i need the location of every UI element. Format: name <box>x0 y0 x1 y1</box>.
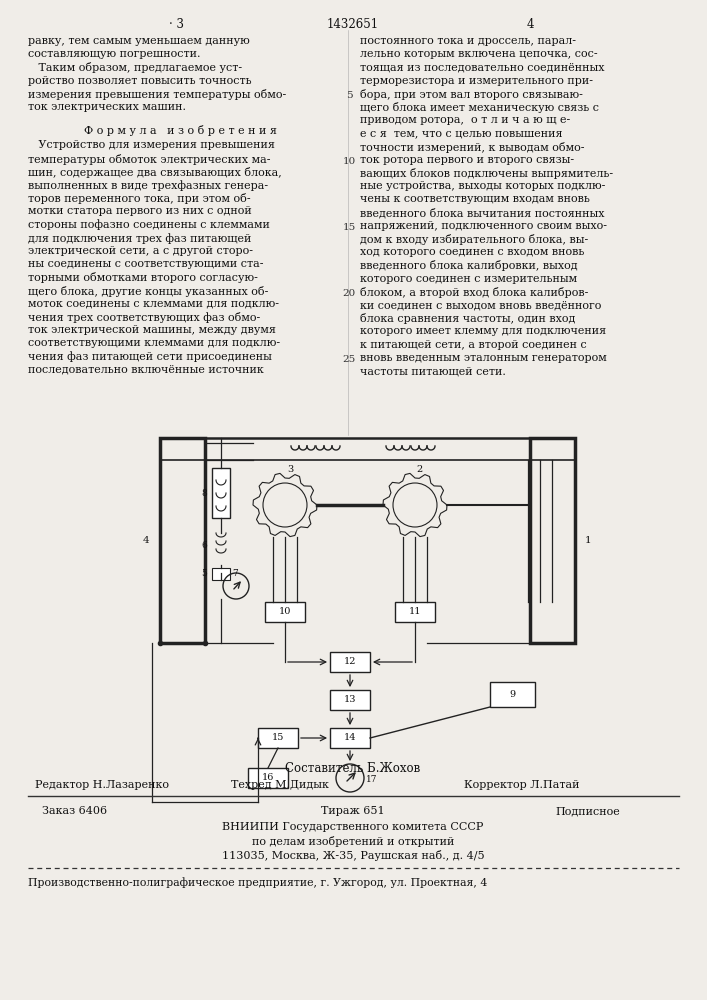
Text: 15: 15 <box>271 734 284 742</box>
Bar <box>330 728 370 748</box>
Bar <box>258 728 298 748</box>
Text: Таким образом, предлагаемое уст-: Таким образом, предлагаемое уст- <box>28 62 242 73</box>
Text: шин, содержащее два связывающих блока,: шин, содержащее два связывающих блока, <box>28 167 282 178</box>
Text: блоком, а второй вход блока калибров-: блоком, а второй вход блока калибров- <box>360 287 588 298</box>
Text: Тираж 651: Тираж 651 <box>321 806 385 816</box>
Text: Производственно-полиграфическое предприятие, г. Ужгород, ул. Проектная, 4: Производственно-полиграфическое предприя… <box>28 877 487 888</box>
Text: ки соединен с выходом вновь введённого: ки соединен с выходом вновь введённого <box>360 300 602 310</box>
Bar <box>490 682 535 707</box>
Text: 4: 4 <box>143 536 149 545</box>
Text: тоящая из последовательно соединённых: тоящая из последовательно соединённых <box>360 62 604 72</box>
Text: 10: 10 <box>342 157 356 166</box>
Text: терморезистора и измерительного при-: терморезистора и измерительного при- <box>360 76 593 86</box>
Text: выполненных в виде трехфазных генера-: выполненных в виде трехфазных генера- <box>28 180 268 191</box>
Text: температуры обмоток электрических ма-: температуры обмоток электрических ма- <box>28 154 271 165</box>
Text: к питающей сети, а второй соединен с: к питающей сети, а второй соединен с <box>360 340 587 350</box>
Text: щего блока, другие концы указанных об-: щего блока, другие концы указанных об- <box>28 286 269 297</box>
Text: Корректор Л.Патай: Корректор Л.Патай <box>464 780 580 790</box>
Text: дом к входу избирательного блока, вы-: дом к входу избирательного блока, вы- <box>360 234 588 245</box>
Bar <box>212 568 230 580</box>
Bar <box>330 690 370 710</box>
Text: равку, тем самым уменьшаем данную: равку, тем самым уменьшаем данную <box>28 36 250 46</box>
Text: Заказ 6406: Заказ 6406 <box>42 806 107 816</box>
Text: ные устройства, выходы которых подклю-: ные устройства, выходы которых подклю- <box>360 181 605 191</box>
Text: моток соединены с клеммами для подклю-: моток соединены с клеммами для подклю- <box>28 299 279 309</box>
Text: чения трех соответствующих фаз обмо-: чения трех соответствующих фаз обмо- <box>28 312 260 323</box>
Text: 8: 8 <box>201 488 207 497</box>
Text: ны соединены с соответствующими ста-: ны соединены с соответствующими ста- <box>28 259 264 269</box>
Text: 3: 3 <box>287 465 293 474</box>
Text: напряжений, подключенного своим выхо-: напряжений, подключенного своим выхо- <box>360 221 607 231</box>
Text: торными обмотками второго согласую-: торными обмотками второго согласую- <box>28 272 258 283</box>
Text: ток электрических машин.: ток электрических машин. <box>28 102 186 112</box>
Bar <box>530 438 575 643</box>
Text: постоянного тока и дроссель, парал-: постоянного тока и дроссель, парал- <box>360 36 576 46</box>
Text: 1: 1 <box>585 536 592 545</box>
Text: 6: 6 <box>201 540 207 550</box>
Text: точности измерений, к выводам обмо-: точности измерений, к выводам обмо- <box>360 142 585 153</box>
Text: вновь введенным эталонным генератором: вновь введенным эталонным генератором <box>360 353 607 363</box>
Text: измерения превышения температуры обмо-: измерения превышения температуры обмо- <box>28 89 286 100</box>
Text: щего блока имеет механическую связь с: щего блока имеет механическую связь с <box>360 102 599 113</box>
Text: ройство позволяет повысить точность: ройство позволяет повысить точность <box>28 76 252 86</box>
Bar <box>395 602 435 622</box>
Text: 9: 9 <box>510 690 515 699</box>
Text: 13: 13 <box>344 696 356 704</box>
Text: по делам изобретений и открытий: по делам изобретений и открытий <box>252 836 454 847</box>
Text: 1432651: 1432651 <box>327 18 379 31</box>
Text: Составитель Б.Жохов: Составитель Б.Жохов <box>286 762 421 775</box>
Text: мотки статора первого из них с одной: мотки статора первого из них с одной <box>28 206 252 216</box>
Text: которого имеет клемму для подключения: которого имеет клемму для подключения <box>360 326 606 336</box>
Text: 11: 11 <box>409 607 421 616</box>
Text: ток ротора первого и второго связы-: ток ротора первого и второго связы- <box>360 155 574 165</box>
Text: ток электрической машины, между двумя: ток электрической машины, между двумя <box>28 325 276 335</box>
Text: введенного блока калибровки, выход: введенного блока калибровки, выход <box>360 260 578 271</box>
Text: торов переменного тока, при этом об-: торов переменного тока, при этом об- <box>28 193 250 204</box>
Text: Ф о р м у л а   и з о б р е т е н и я: Ф о р м у л а и з о б р е т е н и я <box>83 125 276 136</box>
Bar <box>212 468 230 518</box>
Text: Техред М.Дидык: Техред М.Дидык <box>231 780 329 790</box>
Text: соответствующими клеммами для подклю-: соответствующими клеммами для подклю- <box>28 338 280 348</box>
Text: 20: 20 <box>342 289 356 298</box>
Text: 2: 2 <box>417 465 423 474</box>
Text: приводом ротора,  о т л и ч а ю щ е-: приводом ротора, о т л и ч а ю щ е- <box>360 115 571 125</box>
Text: лельно которым включена цепочка, сос-: лельно которым включена цепочка, сос- <box>360 49 597 59</box>
Bar <box>265 602 305 622</box>
Text: составляющую погрешности.: составляющую погрешности. <box>28 49 201 59</box>
Text: стороны пофазно соединены с клеммами: стороны пофазно соединены с клеммами <box>28 220 270 230</box>
Text: вающих блоков подключены выпрямитель-: вающих блоков подключены выпрямитель- <box>360 168 613 179</box>
Text: 17: 17 <box>366 776 378 784</box>
Text: е с я  тем, что с целью повышения: е с я тем, что с целью повышения <box>360 128 563 138</box>
Text: 4: 4 <box>526 18 534 31</box>
Text: блока сравнения частоты, один вход: блока сравнения частоты, один вход <box>360 313 575 324</box>
Text: 15: 15 <box>342 223 356 232</box>
Text: 5: 5 <box>201 570 207 578</box>
Text: которого соединен с измерительным: которого соединен с измерительным <box>360 274 577 284</box>
Bar <box>248 768 288 788</box>
Bar <box>330 652 370 672</box>
Bar <box>160 438 205 643</box>
Text: 10: 10 <box>279 607 291 616</box>
Text: 12: 12 <box>344 658 356 666</box>
Text: бора, при этом вал второго связываю-: бора, при этом вал второго связываю- <box>360 89 583 100</box>
Text: Устройство для измерения превышения: Устройство для измерения превышения <box>28 140 275 150</box>
Text: частоты питающей сети.: частоты питающей сети. <box>360 366 506 376</box>
Text: ход которого соединен с входом вновь: ход которого соединен с входом вновь <box>360 247 585 257</box>
Text: чения фаз питающей сети присоединены: чения фаз питающей сети присоединены <box>28 352 272 362</box>
Text: 16: 16 <box>262 774 274 782</box>
Text: 7: 7 <box>232 570 238 578</box>
Text: введенного блока вычитания постоянных: введенного блока вычитания постоянных <box>360 208 604 218</box>
Text: 14: 14 <box>344 734 356 742</box>
Text: ВНИИПИ Государственного комитета СССР: ВНИИПИ Государственного комитета СССР <box>222 822 484 832</box>
Text: чены к соответствующим входам вновь: чены к соответствующим входам вновь <box>360 194 590 204</box>
Text: Редактор Н.Лазаренко: Редактор Н.Лазаренко <box>35 780 169 790</box>
Text: 5: 5 <box>346 91 352 100</box>
Text: 25: 25 <box>342 355 356 364</box>
Text: 113035, Москва, Ж-35, Раушская наб., д. 4/5: 113035, Москва, Ж-35, Раушская наб., д. … <box>222 850 484 861</box>
Text: последовательно включённые источник: последовательно включённые источник <box>28 365 264 375</box>
Text: Подписное: Подписное <box>555 806 620 816</box>
Text: электрической сети, а с другой сторо-: электрической сети, а с другой сторо- <box>28 246 253 256</box>
Text: · 3: · 3 <box>170 18 185 31</box>
Text: для подключения трех фаз питающей: для подключения трех фаз питающей <box>28 233 252 244</box>
